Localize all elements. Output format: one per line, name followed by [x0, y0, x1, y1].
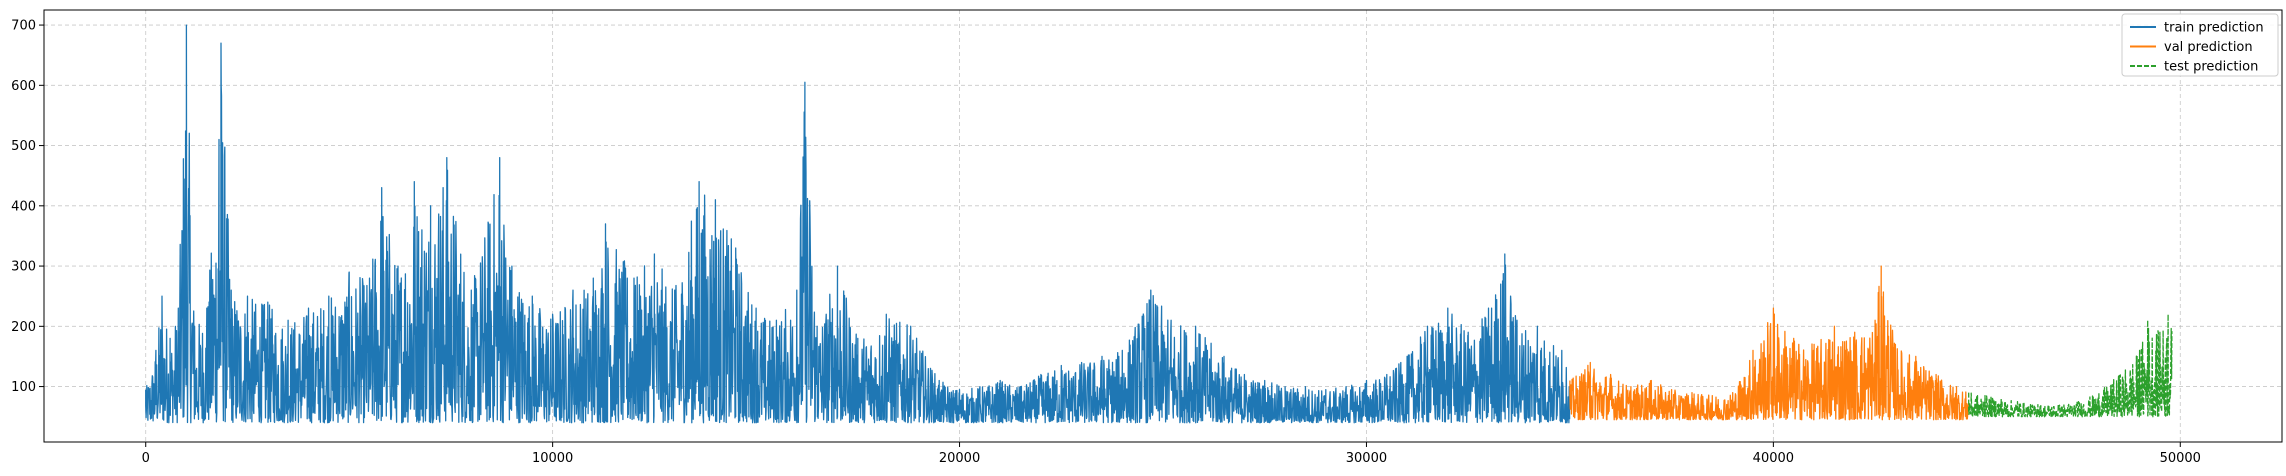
series-layer	[145, 24, 2173, 424]
legend-box	[2121, 13, 2279, 77]
y-tick-label: 700	[11, 19, 36, 34]
x-tick-label: 10000	[532, 451, 573, 466]
series-line-val-prediction	[1569, 265, 1970, 421]
x-tick-label: 0	[142, 451, 150, 466]
legend-label: train prediction	[2164, 21, 2264, 36]
x-tick-label: 20000	[939, 451, 980, 466]
y-axis: 100 200 300 400 500 600 700	[11, 19, 44, 395]
y-tick-label: 300	[11, 260, 36, 275]
x-tick-label: 30000	[1346, 451, 1387, 466]
legend-label: val prediction	[2164, 40, 2253, 55]
x-tick-label: 40000	[1753, 451, 1794, 466]
series-line-test-prediction	[1968, 313, 2173, 418]
y-tick-label: 200	[11, 320, 36, 335]
y-tick-label: 500	[11, 139, 36, 154]
x-tick-label: 50000	[2160, 451, 2201, 466]
series-line-train-prediction	[145, 24, 1571, 424]
plot-area-frame	[43, 9, 2283, 443]
y-tick-label: 100	[11, 380, 36, 395]
y-tick-label: 600	[11, 79, 36, 94]
legend-label: test prediction	[2164, 60, 2258, 75]
x-axis: 0 10000 20000 30000 40000 50000	[142, 442, 2201, 466]
legend: train prediction val prediction test predi…	[2121, 13, 2279, 77]
y-tick-label: 400	[11, 199, 36, 214]
